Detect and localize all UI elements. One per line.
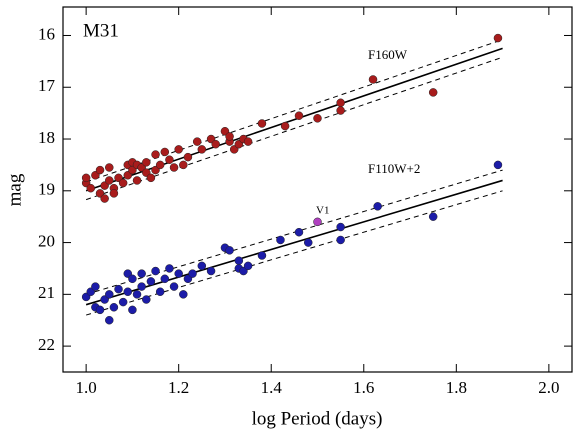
point <box>373 202 382 211</box>
point <box>197 261 207 271</box>
x-tick-label: 2.0 <box>538 378 559 397</box>
point <box>105 176 114 185</box>
point <box>303 238 313 247</box>
point <box>155 287 165 297</box>
y-tick-label: 19 <box>38 180 55 199</box>
point <box>169 163 179 172</box>
point <box>179 290 188 299</box>
point <box>95 165 105 175</box>
point <box>165 264 174 273</box>
y-tick-label: 20 <box>38 231 55 250</box>
point <box>183 152 193 162</box>
point <box>368 75 378 84</box>
point <box>257 251 267 260</box>
y-tick-label: 18 <box>38 128 55 147</box>
annotation: F110W+2 <box>368 161 420 176</box>
plot-frame <box>62 6 573 373</box>
point <box>493 160 503 170</box>
y-tick-label: 21 <box>38 283 55 302</box>
point <box>225 132 234 141</box>
point <box>146 173 156 183</box>
point <box>192 137 202 146</box>
y-tick-label: 22 <box>38 335 55 354</box>
y-tick-label: 17 <box>38 76 56 95</box>
point <box>197 145 207 154</box>
x-axis-label: log Period (days) <box>252 408 383 429</box>
point <box>234 256 244 265</box>
point <box>179 160 188 170</box>
point <box>188 269 197 278</box>
point <box>137 282 146 291</box>
point <box>169 282 179 291</box>
point <box>118 178 128 188</box>
x-tick-label: 1.0 <box>76 378 97 397</box>
point <box>428 212 438 221</box>
point <box>105 290 114 299</box>
annotation: F160W <box>368 47 408 62</box>
y-axis-label: mag <box>4 173 25 206</box>
point <box>142 158 151 167</box>
point <box>206 266 216 276</box>
point <box>128 274 137 284</box>
point <box>91 282 100 291</box>
point <box>257 119 267 128</box>
point <box>160 274 170 284</box>
point <box>151 150 160 159</box>
point <box>132 290 142 299</box>
point <box>160 147 170 157</box>
point <box>123 287 133 297</box>
point <box>105 163 114 172</box>
x-tick-label: 1.2 <box>168 378 189 397</box>
point <box>86 183 96 193</box>
annotation: M31 <box>83 20 119 41</box>
x-tick-label: 1.4 <box>261 378 283 397</box>
point <box>118 297 128 307</box>
point <box>243 261 253 271</box>
point <box>294 111 304 120</box>
y-tick-label: 16 <box>38 24 55 43</box>
point <box>105 315 114 325</box>
point <box>313 114 322 123</box>
point <box>336 98 345 108</box>
point <box>336 235 345 245</box>
point <box>109 189 119 198</box>
point <box>336 222 345 232</box>
x-tick-label: 1.6 <box>353 378 374 397</box>
point <box>95 305 105 315</box>
point <box>493 33 503 43</box>
point <box>109 303 119 312</box>
point <box>155 160 165 170</box>
point <box>146 277 156 286</box>
point <box>243 137 253 146</box>
point <box>336 106 345 115</box>
point <box>132 176 142 185</box>
annotation: V1 <box>316 205 329 217</box>
point <box>313 217 322 227</box>
point <box>225 246 234 255</box>
point <box>81 173 91 183</box>
point <box>165 155 174 164</box>
point <box>142 295 151 304</box>
fit-line <box>85 179 503 306</box>
point <box>137 269 146 278</box>
point <box>114 284 123 294</box>
fit-line <box>85 190 503 316</box>
point <box>280 121 290 131</box>
point <box>174 145 183 154</box>
point <box>294 227 304 237</box>
x-tick-label: 1.8 <box>446 378 467 397</box>
fit-line <box>85 169 503 295</box>
point <box>174 269 183 278</box>
point <box>211 139 220 149</box>
point <box>128 305 137 315</box>
fit-line <box>85 56 503 201</box>
point <box>428 88 438 97</box>
point <box>100 194 109 203</box>
point <box>276 235 285 245</box>
point <box>151 266 160 276</box>
